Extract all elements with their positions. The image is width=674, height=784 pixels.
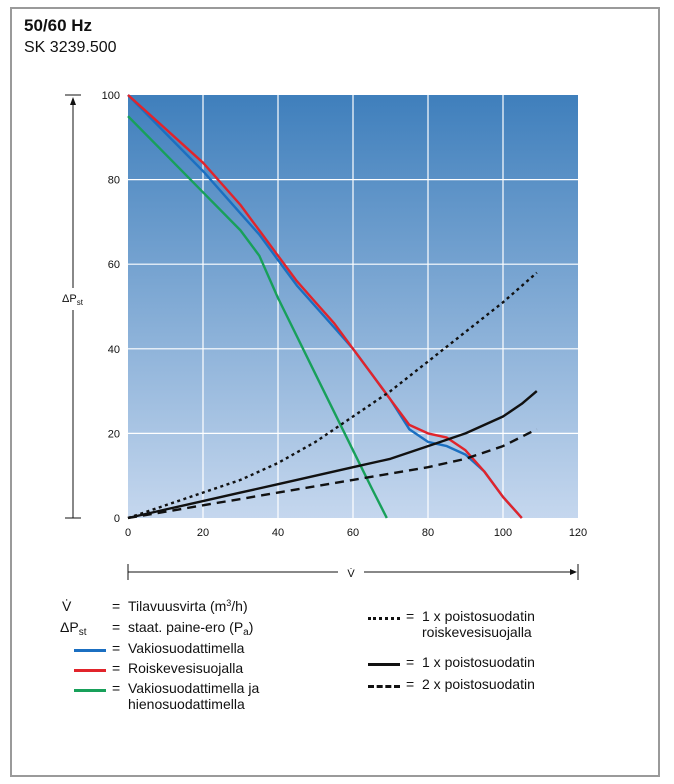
legend-swatch-green <box>74 689 106 692</box>
legend-equals: = <box>112 640 121 656</box>
legend-label-dotted-line2: roiskevesisuojalla <box>422 624 532 640</box>
pressure-symbol-main: ΔP <box>60 619 79 635</box>
y-axis-arrow <box>70 97 76 105</box>
series-line-black-dotted <box>127 271 538 520</box>
x-axis-label-bg <box>338 563 364 581</box>
pressure-description: staat. paine-ero (Pa) <box>128 619 253 638</box>
chart-title: 50/60 Hz <box>24 16 93 35</box>
x-tick-label: 80 <box>422 527 434 539</box>
legend-equals: = <box>406 654 415 670</box>
y-axis-label-sub: st <box>77 298 84 307</box>
flow-text: Tilavuusvirta (m <box>128 598 227 614</box>
y-tick-label: 40 <box>108 344 120 356</box>
series-line-red-solid <box>127 94 523 519</box>
legend-equals: = <box>406 608 415 624</box>
legend-swatch-dotted <box>368 617 400 620</box>
x-tick-label: 40 <box>272 527 284 539</box>
series-line-green-solid <box>127 115 388 519</box>
x-axis-label: V̇ <box>347 567 355 580</box>
pressure-symbol: ΔPst <box>60 619 86 638</box>
pressure-symbol-sub: st <box>78 627 87 638</box>
legend-label-green-line2: hienosuodattimella <box>128 696 245 712</box>
pressure-equals: = <box>112 619 121 635</box>
x-tick-label: 100 <box>494 527 512 539</box>
series-line-black-solid <box>127 390 538 520</box>
x-tick-label: 120 <box>569 527 587 539</box>
x-axis-arrow <box>570 569 577 575</box>
y-tick-label: 80 <box>108 175 120 187</box>
legend-swatch-dashed <box>368 685 400 688</box>
flow-sup: 3 <box>226 598 232 608</box>
legend-label-dotted: 1 x poistosuodatin <box>422 608 535 624</box>
y-axis-label-bg <box>57 288 89 310</box>
x-tick-label: 60 <box>347 527 359 539</box>
flow-text-after: /h) <box>231 598 248 614</box>
legend-label-blue: Vakiosuodattimella <box>128 640 245 656</box>
legend: V̇ = Tilavuusvirta (m3/h) ΔPst = staat. … <box>60 598 620 748</box>
legend-swatch-blue <box>74 649 106 652</box>
legend-label-solid-black: 1 x poistosuodatin <box>422 654 535 670</box>
legend-label-dashed: 2 x poistosuodatin <box>422 676 535 692</box>
legend-swatch-solid-black <box>368 663 400 666</box>
x-tick-label: 0 <box>125 527 131 539</box>
flow-symbol: V̇ <box>62 598 72 614</box>
chart-subtitle: SK 3239.500 <box>24 39 117 56</box>
flow-equals: = <box>112 598 121 614</box>
flow-description: Tilavuusvirta (m3/h) <box>128 598 248 614</box>
legend-swatch-red <box>74 669 106 672</box>
legend-label-green: Vakiosuodattimella ja <box>128 680 260 696</box>
pressure-text-after: ) <box>248 619 254 635</box>
legend-equals: = <box>406 676 415 692</box>
y-tick-label: 60 <box>108 259 120 271</box>
legend-equals: = <box>112 660 121 676</box>
y-tick-label: 0 <box>114 513 120 525</box>
y-tick-label: 20 <box>108 428 120 440</box>
legend-label-red: Roiskevesisuojalla <box>128 660 244 676</box>
legend-equals: = <box>112 680 121 696</box>
series-line-black-dashed <box>127 428 538 520</box>
x-tick-label: 20 <box>197 527 209 539</box>
y-tick-label: 100 <box>102 90 120 102</box>
pressure-text: staat. paine-ero (P <box>128 619 244 635</box>
pressure-sub: a <box>243 627 249 638</box>
